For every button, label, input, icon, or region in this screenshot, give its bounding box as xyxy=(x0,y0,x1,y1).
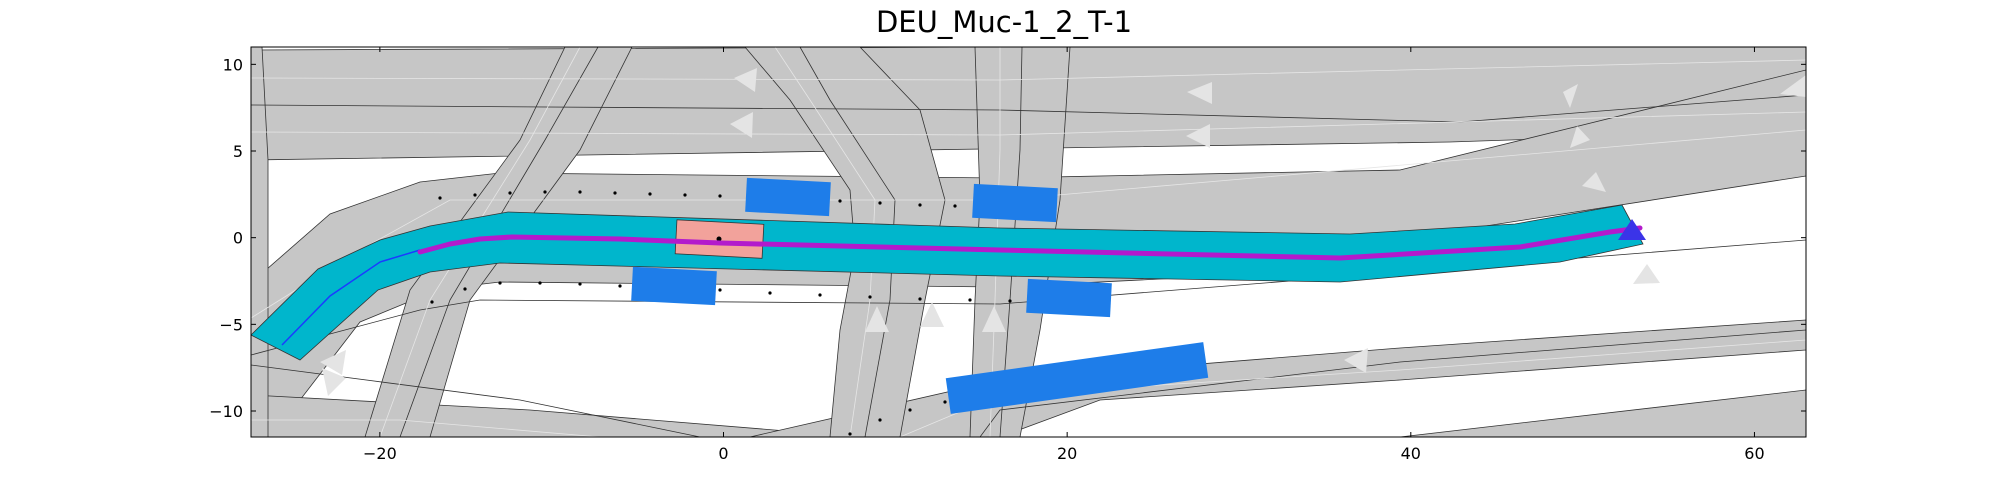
direction-arrow-icon xyxy=(1780,75,1806,97)
trajectory-dot xyxy=(1008,299,1012,303)
direction-arrow-icon xyxy=(1187,82,1212,104)
goal-marker-icon xyxy=(1618,219,1646,240)
x-tick-label: 40 xyxy=(1401,444,1421,463)
trajectory-dot xyxy=(818,293,822,297)
vehicle-obstacle xyxy=(945,342,1209,414)
trajectory-dot xyxy=(538,281,542,285)
road-lanelet xyxy=(251,47,269,437)
trajectory-dot xyxy=(543,190,547,194)
trajectory-dot xyxy=(953,204,957,208)
plot-frame xyxy=(250,46,1807,438)
trajectory-dot xyxy=(968,298,972,302)
direction-arrow-icon xyxy=(730,112,753,138)
direction-arrow-icon xyxy=(322,368,346,396)
vehicle-obstacle xyxy=(745,177,831,217)
trajectory-dot xyxy=(618,284,622,288)
road-lanelet xyxy=(1399,389,1806,437)
trajectory-dot xyxy=(868,295,872,299)
trajectory-dot xyxy=(918,203,922,207)
trajectory-dot xyxy=(838,199,842,203)
lane-divider xyxy=(999,47,1023,437)
trajectory-dot xyxy=(848,432,852,436)
lane-centerline xyxy=(774,47,876,437)
direction-arrow-icon xyxy=(1344,348,1368,373)
y-tick-label: 5 xyxy=(233,142,243,161)
trajectory-dot xyxy=(508,191,512,195)
planned-path xyxy=(417,225,1643,261)
x-tick-label: 60 xyxy=(1744,444,1764,463)
x-tick-label: −20 xyxy=(363,444,397,463)
trajectory-dot xyxy=(613,191,617,195)
trajectory-dot xyxy=(473,193,477,197)
trajectory-dot xyxy=(683,193,687,197)
trajectory-dot xyxy=(430,300,434,304)
trajectory-dot xyxy=(718,194,722,198)
other-vehicles xyxy=(631,177,1209,414)
lane-divider xyxy=(251,94,1806,123)
trajectory-dot xyxy=(918,297,922,301)
direction-arrow-icon xyxy=(920,302,944,327)
direction-arrows xyxy=(320,68,1806,396)
trajectory-dot xyxy=(943,400,947,404)
vehicle-obstacle xyxy=(972,183,1058,223)
trajectory-dot xyxy=(648,192,652,196)
trajectory-dot xyxy=(768,291,772,295)
x-axis-ticks: −20 0 20 40 60 xyxy=(363,47,1765,463)
direction-arrow-icon xyxy=(982,306,1006,332)
plot-area xyxy=(251,47,1806,437)
direction-arrow-icon xyxy=(865,306,889,332)
direction-arrow-icon xyxy=(1186,124,1210,148)
x-tick-label: 20 xyxy=(1057,444,1077,463)
lane-divider xyxy=(251,239,1806,356)
y-tick-label: −10 xyxy=(209,402,243,421)
trajectory-dot xyxy=(878,201,882,205)
lane-divider xyxy=(979,329,1806,437)
lane-centerline xyxy=(989,47,1001,437)
trajectory-dot xyxy=(878,418,882,422)
trajectory-dot xyxy=(718,288,722,292)
trajectory-dot xyxy=(438,196,442,200)
y-axis-ticks: 10 5 0 −5 −10 xyxy=(209,55,1806,421)
ego-center-dot xyxy=(716,236,722,242)
plot-title: DEU_Muc-1_2_T-1 xyxy=(876,5,1132,39)
direction-arrow-icon xyxy=(1570,126,1590,148)
y-tick-label: −5 xyxy=(219,315,243,334)
vehicle-obstacle xyxy=(1026,278,1112,318)
direction-arrow-icon xyxy=(1582,172,1606,192)
direction-arrow-icon xyxy=(734,68,757,92)
trajectory-dot xyxy=(463,287,467,291)
lane-centerline xyxy=(251,419,601,437)
trajectory-dot xyxy=(578,282,582,286)
trajectory-dot xyxy=(578,190,582,194)
lane-centerline xyxy=(899,339,1806,437)
reference-line xyxy=(281,249,421,346)
y-tick-label: 10 xyxy=(223,55,243,74)
y-tick-label: 0 xyxy=(233,229,243,248)
vehicle-obstacle xyxy=(631,266,717,306)
direction-arrow-icon xyxy=(320,350,346,375)
direction-arrow-icon xyxy=(1563,84,1578,108)
trajectory-dot xyxy=(908,408,912,412)
road-lanelet xyxy=(251,394,861,437)
direction-arrow-icon xyxy=(1633,264,1660,284)
x-tick-label: 0 xyxy=(718,444,728,463)
trajectory-dot xyxy=(498,281,502,285)
